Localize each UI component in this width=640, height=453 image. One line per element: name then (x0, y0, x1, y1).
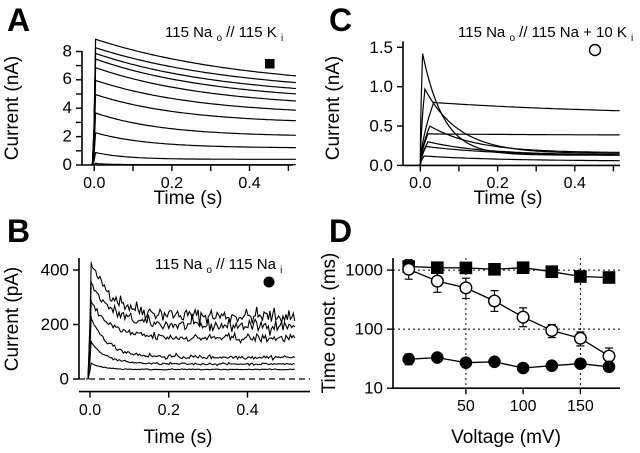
svg-text:Current (nA): Current (nA) (323, 56, 344, 161)
svg-text:8: 8 (63, 42, 72, 61)
svg-text:2: 2 (63, 126, 72, 145)
svg-text:Current (pA): Current (pA) (2, 267, 23, 372)
svg-text:0.0: 0.0 (369, 156, 393, 175)
svg-text:0.0: 0.0 (409, 175, 431, 192)
svg-text:0: 0 (60, 370, 69, 389)
svg-text:1.5: 1.5 (369, 38, 393, 57)
svg-text:0.2: 0.2 (158, 402, 180, 419)
svg-text:0: 0 (63, 155, 72, 174)
svg-text:100: 100 (510, 398, 537, 415)
svg-text:115 Na o // 115 Na i: 115 Na o // 115 Na i (155, 256, 282, 276)
svg-text:0.4: 0.4 (236, 402, 258, 419)
svg-text:1.0: 1.0 (369, 77, 393, 96)
svg-text:10: 10 (364, 379, 383, 398)
svg-text:0.0: 0.0 (83, 175, 105, 192)
svg-text:150: 150 (567, 398, 594, 415)
svg-text:400: 400 (41, 261, 69, 280)
svg-text:Time (s): Time (s) (474, 188, 543, 209)
svg-text:Time (s): Time (s) (154, 188, 223, 209)
svg-text:Time const. (ms): Time const. (ms) (320, 253, 340, 394)
svg-text:50: 50 (457, 398, 475, 415)
svg-text:Time (s): Time (s) (144, 427, 213, 448)
svg-text:0.0: 0.0 (79, 402, 101, 419)
svg-text:0.4: 0.4 (564, 175, 586, 192)
svg-text:1000: 1000 (345, 261, 383, 280)
svg-text:0.5: 0.5 (369, 117, 393, 136)
svg-text:0.4: 0.4 (238, 175, 260, 192)
svg-text:115 Na o // 115 K i: 115 Na o // 115 K i (165, 24, 283, 44)
svg-text:Current (nA): Current (nA) (2, 56, 23, 161)
svg-text:100: 100 (355, 320, 383, 339)
svg-text:4: 4 (63, 98, 72, 117)
svg-text:115 Na o // 115 Na + 10 K i: 115 Na o // 115 Na + 10 K i (458, 24, 633, 44)
svg-text:200: 200 (41, 315, 69, 334)
svg-text:6: 6 (63, 69, 72, 88)
svg-text:Voltage (mV): Voltage (mV) (451, 427, 561, 448)
